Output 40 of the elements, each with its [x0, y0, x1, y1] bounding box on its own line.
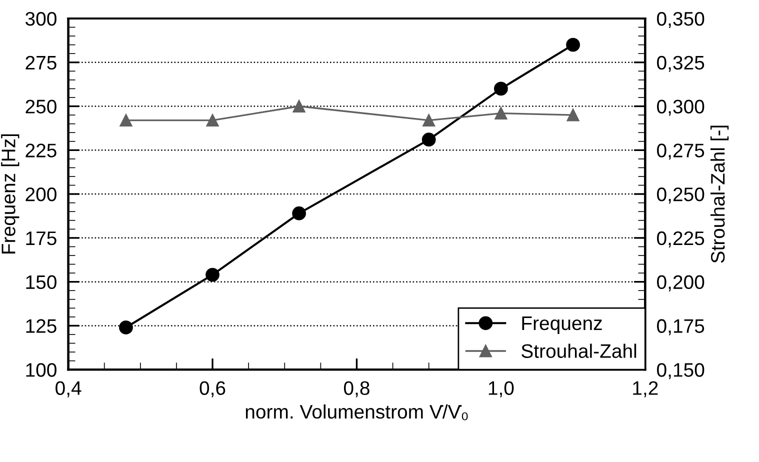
y2-tick-label: 0,350 [657, 12, 704, 28]
point [206, 268, 220, 282]
y2-axis-title: Strouhal-Zahl [-] [710, 126, 729, 263]
y-tick-label: 250 [26, 100, 56, 114]
point [292, 100, 306, 113]
y-tick-label: 225 [26, 144, 56, 158]
x-tick-label: 0,8 [344, 381, 370, 398]
point [566, 108, 580, 122]
y-tick-label: 175 [26, 232, 56, 246]
legend-label: Strouhal-Zahl [522, 344, 636, 358]
point [422, 132, 436, 147]
y-tick-label: 150 [26, 275, 56, 290]
x-tick-label: 1,0 [488, 381, 514, 398]
point [494, 107, 508, 120]
legend-label: Frequenz [522, 316, 602, 334]
y2-tick-label: 0,300 [657, 100, 704, 116]
x-tick-label: 1,2 [633, 381, 658, 398]
y-axis-title: Frequenz [Hz] [1, 134, 20, 254]
y2-tick-label: 0,325 [657, 56, 704, 72]
y2-tick-label: 0,150 [657, 363, 704, 380]
point [119, 320, 133, 334]
point [566, 38, 580, 52]
y2-tick-label: 0,250 [657, 188, 704, 204]
x-tick-label: 0,4 [56, 381, 82, 398]
y-tick-label: 100 [26, 363, 56, 377]
y-tick-label: 200 [26, 188, 56, 202]
y2-tick-label: 0,225 [657, 231, 704, 248]
x-axis-title: norm. Volumenstrom V̇/V̇₀ [246, 404, 468, 420]
y-tick-label: 300 [26, 12, 56, 26]
y-tick-label: 275 [26, 56, 56, 70]
y2-tick-label: 0,200 [657, 275, 704, 292]
y2-tick-label: 0,175 [657, 319, 704, 336]
point [494, 82, 508, 96]
x-tick-label: 0,6 [200, 381, 226, 398]
y2-tick-label: 0,275 [657, 144, 704, 160]
point [292, 206, 306, 220]
point [120, 114, 132, 127]
y-tick-label: 125 [26, 319, 56, 333]
point [422, 114, 436, 127]
point [206, 114, 219, 127]
